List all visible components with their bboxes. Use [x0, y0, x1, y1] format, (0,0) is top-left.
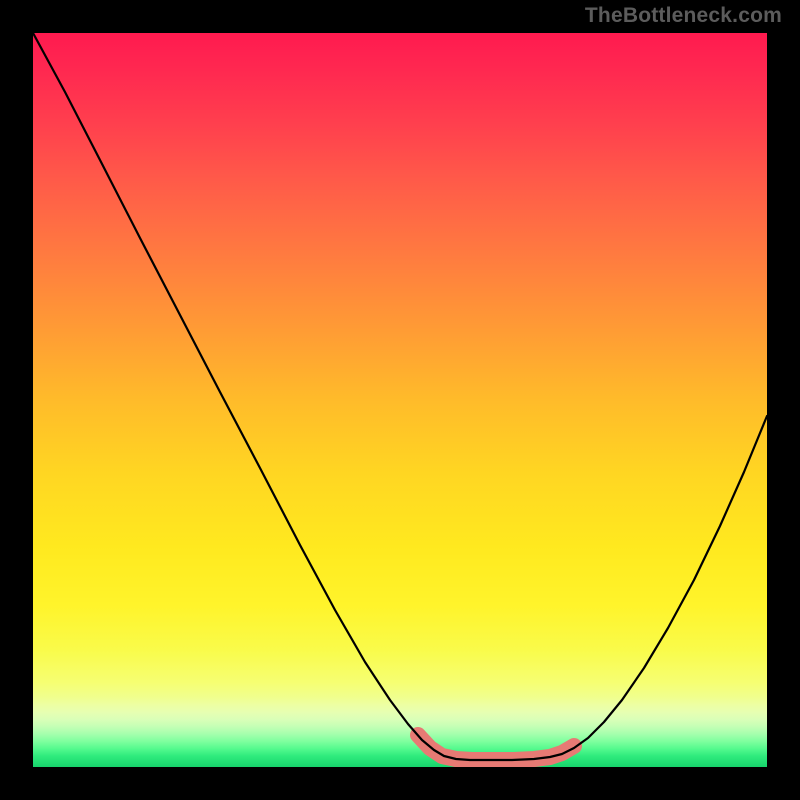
bottleneck-curve-chart: [0, 0, 800, 800]
watermark-text: TheBottleneck.com: [585, 4, 782, 28]
chart-root: TheBottleneck.com: [0, 0, 800, 800]
plot-background-gradient: [33, 33, 767, 767]
